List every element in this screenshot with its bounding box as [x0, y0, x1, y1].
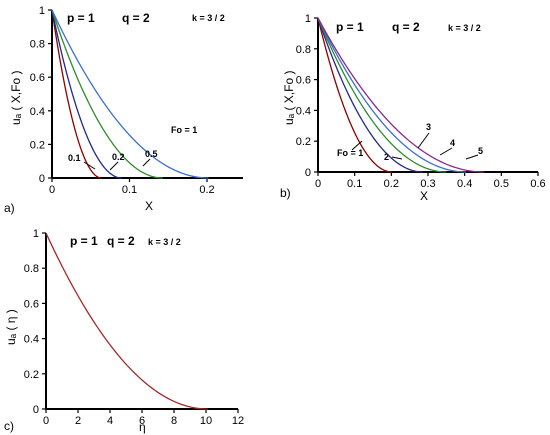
- panel-a-xtick-label: 0.2: [199, 184, 214, 196]
- panel-b-y-label: uₐ ( X,Fo ): [282, 71, 296, 125]
- panel-b-letter: b): [280, 186, 291, 200]
- panel-b-xtick-label: 0.5: [494, 178, 509, 190]
- panel-c-xtick-label: 4: [107, 415, 113, 427]
- panel-b-ytick-label: 0.4: [296, 105, 311, 117]
- panel-a-xtick-label: 0: [49, 184, 55, 196]
- panel-c-ytick-label: 0: [33, 404, 39, 416]
- panel-b-xtick-label: 0.4: [457, 178, 472, 190]
- panel-c-letter: c): [4, 419, 14, 433]
- panel-b-xtick-label: 0.2: [384, 178, 399, 190]
- panel-b-p-label: p = 1: [336, 20, 364, 34]
- panel-c-ytick-label: 1: [33, 228, 39, 240]
- panel-a-xtick-label: 0.1: [122, 184, 137, 196]
- panel-c-ytick-label: 0.2: [24, 369, 39, 381]
- panel-b-ytick-label: 0: [305, 167, 311, 179]
- panel-c-xtick-label: 12: [232, 415, 244, 427]
- panel-c-x-label: η: [139, 420, 146, 434]
- panel-c-k-label: k = 3 / 2: [148, 237, 181, 247]
- panel-b-leader-4: [465, 154, 479, 160]
- panel-a-ytick-label: 0.8: [30, 39, 45, 51]
- panel-c-q-label: q = 2: [107, 234, 135, 248]
- panel-c-xtick-label: 6: [139, 415, 145, 427]
- panel-b-series-line-3: [317, 17, 467, 173]
- panel-a-q-label: q = 2: [122, 11, 150, 25]
- panel-b-series-line-0: [317, 17, 393, 173]
- panel-a-series-line-1: [51, 9, 122, 179]
- panel-c-ytick-label: 0.4: [24, 334, 39, 346]
- panel-a-x-label: X: [145, 199, 153, 213]
- panel-a-ytick-label: 1: [39, 5, 45, 17]
- panel-a-ytick-label: 0.2: [30, 139, 45, 151]
- panel-c-ytick-label: 0.8: [24, 263, 39, 275]
- panel-a: 0 0.1 0.2 0 0.2 0.4 0.6 0.8 1 p = 1 q = 2 k = 3 …: [4, 5, 243, 215]
- panel-b-curve-label-2: 3: [426, 122, 431, 132]
- panel-b-series-line-1: [317, 17, 423, 173]
- panel-a-leader-2: [142, 158, 151, 167]
- panel-b-leader-3: [439, 147, 453, 156]
- panel-a-curve-label-0: 0.1: [68, 153, 81, 163]
- panel-c-xtick-label: 8: [171, 415, 177, 427]
- panel-a-ytick-label: 0.6: [30, 72, 45, 84]
- panel-b-curve-label-0: Fo = 1: [337, 148, 363, 158]
- panel-b: 0 0.1 0.2 0.3 0.4 0.5 0.600.20.40.60.81 p = 1 …: [280, 13, 546, 203]
- panel-a-ytick-label: 0: [39, 173, 45, 185]
- panel-b-ytick-label: 0.8: [296, 44, 311, 56]
- panel-c-xtick-label: 2: [75, 415, 81, 427]
- panel-a-curve-label-3: Fo = 1: [171, 125, 197, 135]
- panel-b-x-label: X: [420, 189, 428, 203]
- panel-a-series-line-2: [51, 9, 163, 179]
- panel-b-curve-label-1: 2: [384, 152, 389, 162]
- panel-a-series-line-3: [51, 9, 209, 179]
- panel-c-y-label: uₐ ( η ): [4, 309, 18, 345]
- panel-b-xtick-label: 0.1: [347, 178, 362, 190]
- panel-a-series-line-0: [51, 9, 102, 179]
- panel-c-p-label: p = 1: [70, 234, 98, 248]
- panel-b-leader-2: [417, 132, 430, 149]
- panel-c-ytick-label: 0.6: [24, 298, 39, 310]
- panel-c-xtick-label: 10: [200, 415, 212, 427]
- panel-b-leader-1: [391, 156, 403, 160]
- panel-a-curve-label-2: 0.5: [145, 149, 158, 159]
- panel-a-leader-0: [83, 161, 96, 170]
- panel-b-xtick-label: 0.3: [420, 178, 435, 190]
- panel-b-series-line-2: [317, 17, 447, 173]
- panel-a-k-label: k = 3 / 2: [192, 13, 225, 23]
- panel-b-ytick-label: 0.2: [296, 136, 311, 148]
- panel-c: 0 2 4 6 8 10 12 0 0.2 0.4 0.6 0.8 1 p = 1 q = 2 k = …: [4, 228, 244, 434]
- panel-b-ytick-label: 0.6: [296, 75, 311, 87]
- panel-b-q-label: q = 2: [392, 20, 420, 34]
- panel-c-series-line-0: [45, 232, 208, 410]
- panel-a-ytick-label: 0.4: [30, 106, 45, 118]
- panel-b-xtick-label: 0.6: [530, 178, 545, 190]
- panel-a-y-label: uₐ ( X,Fo ): [9, 71, 23, 125]
- panel-a-leader-1: [109, 161, 119, 171]
- panel-b-ytick-label: 1: [305, 13, 311, 25]
- panel-a-curve-label-1: 0.2: [112, 152, 125, 162]
- panel-b-leader-0: [351, 140, 363, 151]
- panel-b-curve-label-4: 5: [478, 146, 483, 156]
- panel-c-xtick-label: 0: [43, 415, 49, 427]
- panel-b-curve-label-3: 4: [450, 138, 455, 148]
- panel-b-series-line-4: [317, 17, 484, 173]
- panel-a-p-label: p = 1: [67, 11, 95, 25]
- panel-a-letter: a): [4, 201, 15, 215]
- panel-b-k-label: k = 3 / 2: [448, 23, 481, 33]
- panel-b-xtick-label: 0: [315, 178, 321, 190]
